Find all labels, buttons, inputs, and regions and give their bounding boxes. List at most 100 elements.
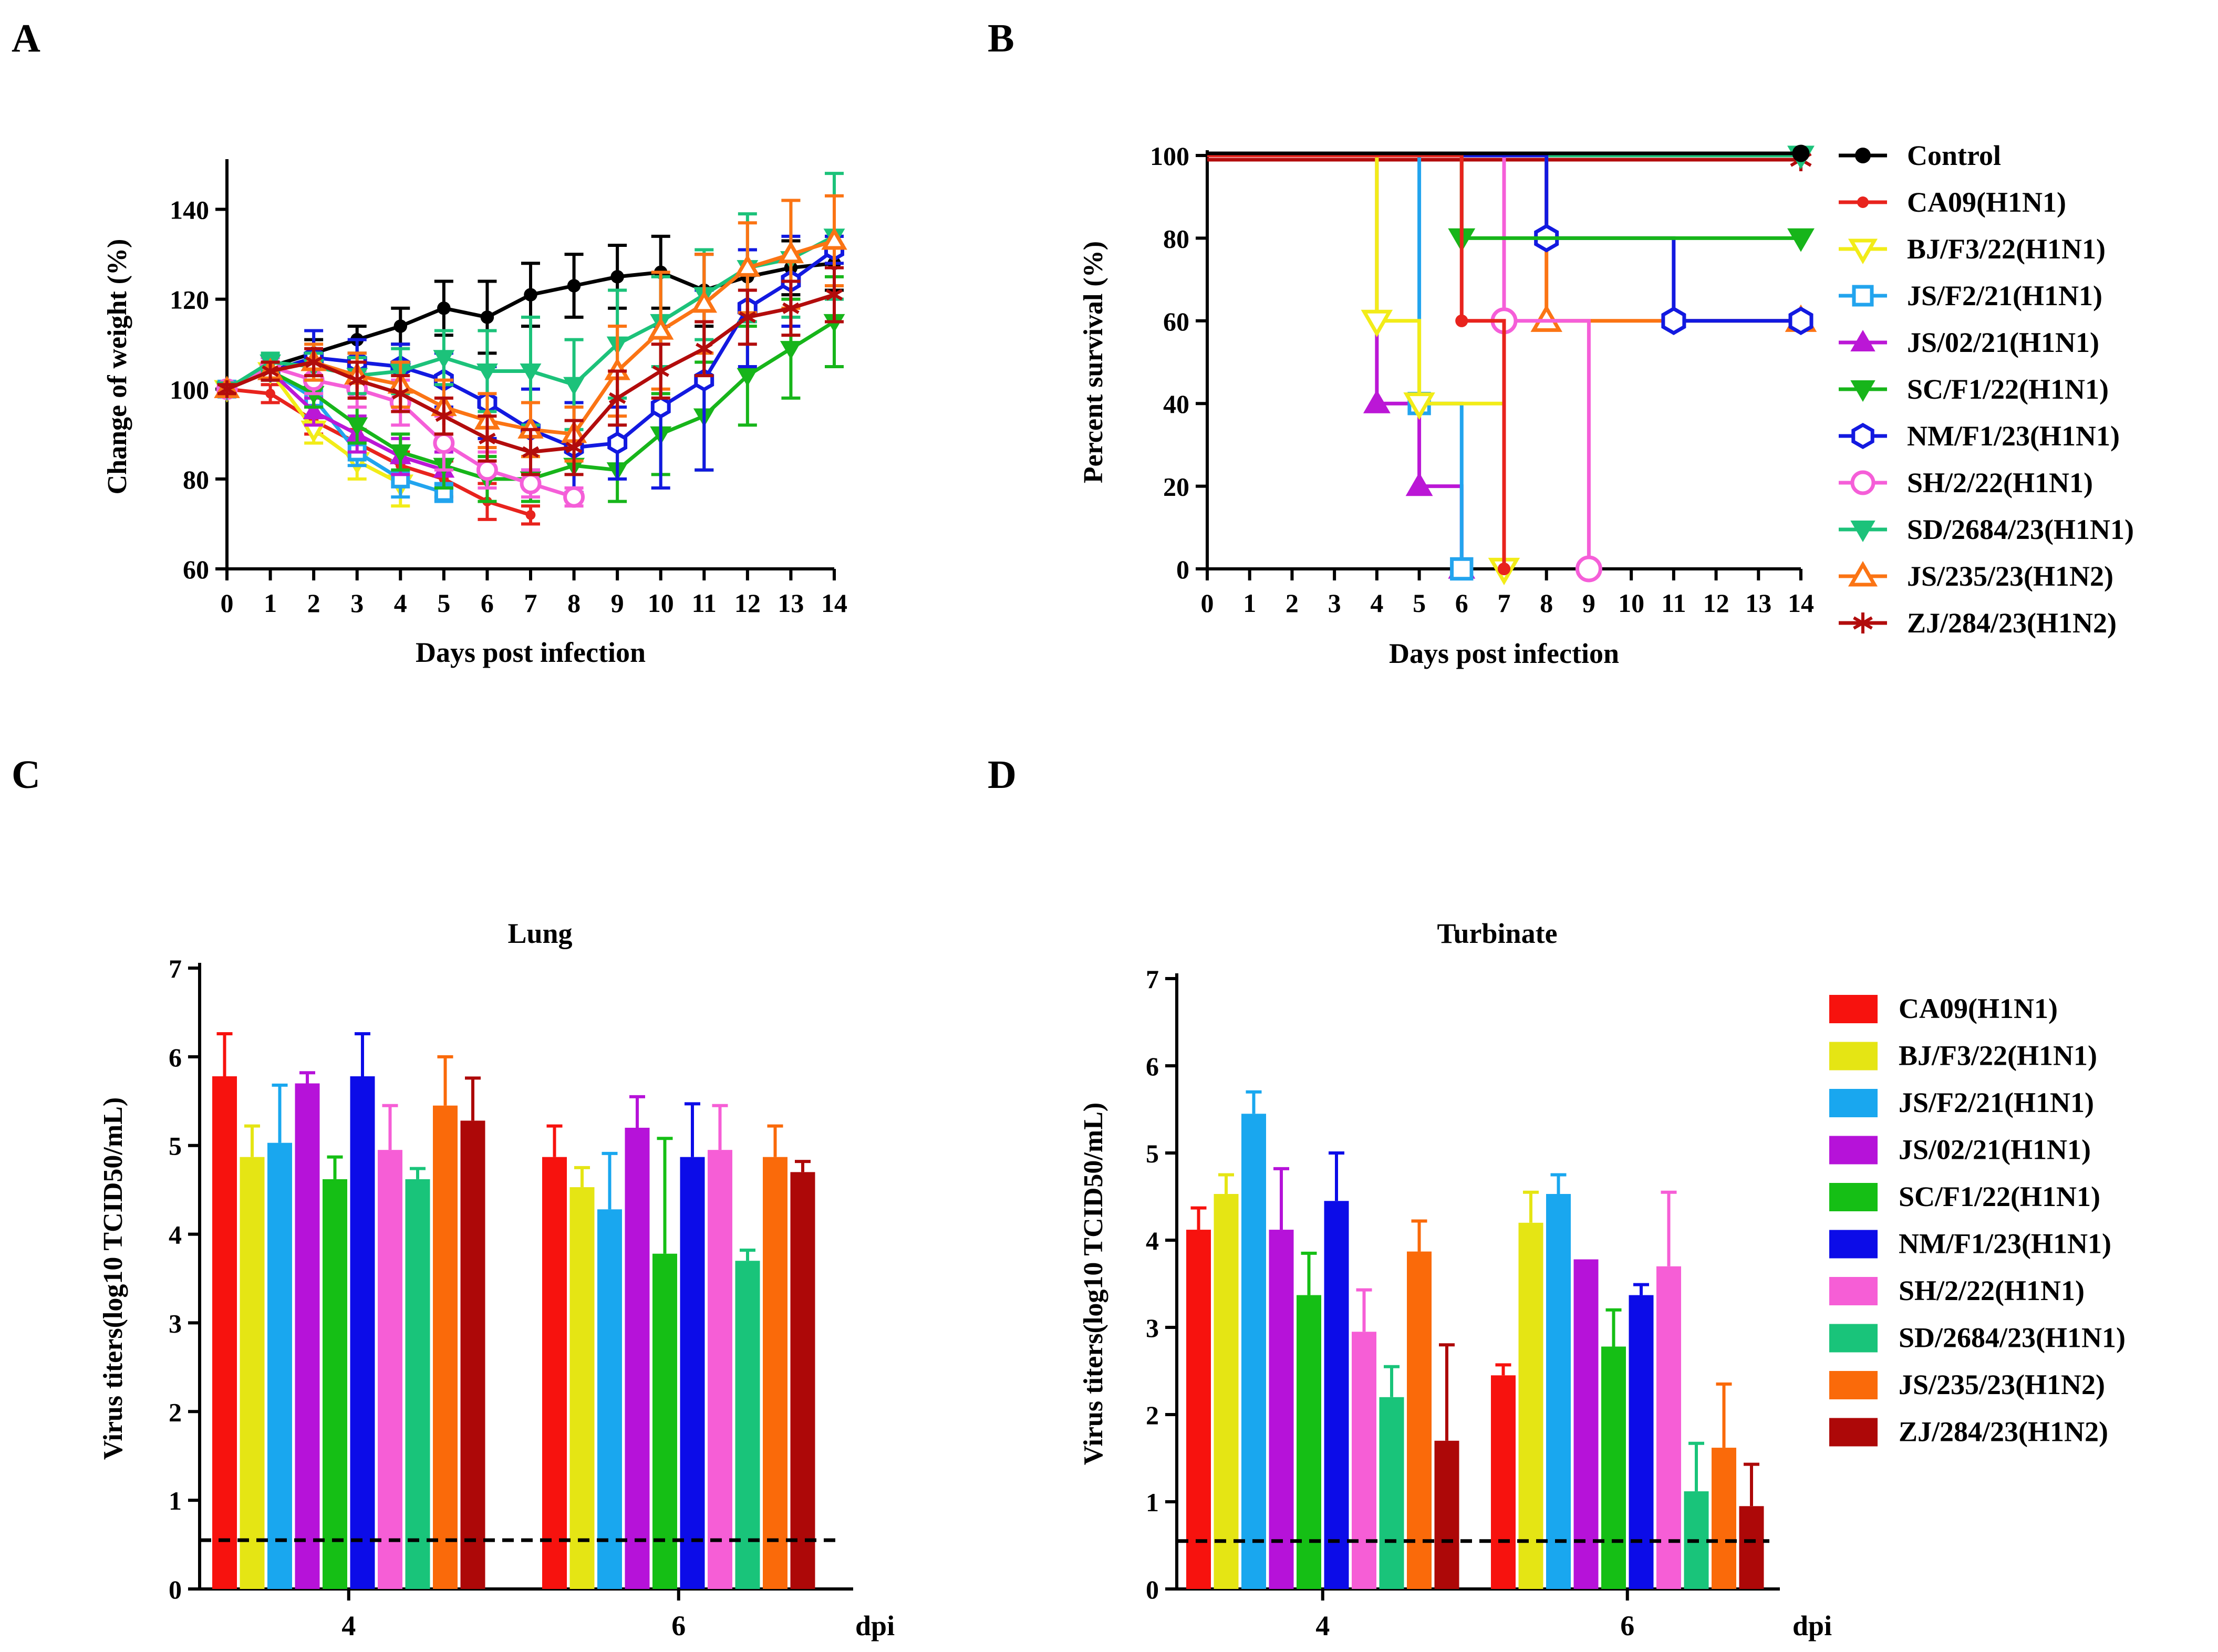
legend-d-item-bj-f3-22-h1n1: BJ/F3/22(H1N1) [1829,1040,2097,1072]
legend-d-swatch-js-235-23-h1n2 [1829,1371,1878,1399]
panel-a-point-zj-284-23-h1n2-6 [479,429,496,448]
panel-b-x-axis-label: Days post infection [1389,638,1619,669]
panel-a-x-tick-label-9: 9 [611,588,624,618]
panel-a-point-sd-2684-23-h1n1-7 [520,363,542,382]
panel-b-x-tick-label-0: 0 [1201,588,1214,618]
panel-b-point-bj-f3-22-h1n1-4-60 [1361,309,1393,337]
panel-c-bar-sh-2-22-h1n1-4 [378,1150,402,1589]
panel-d-bar-js-f2-21-h1n1-4 [1241,1114,1266,1589]
panel-d-title: Turbinate [1437,918,1557,949]
panel-d-bar-js-235-23-h1n2-4 [1407,1251,1432,1589]
panel-c-y-tick-label-0: 0 [169,1575,182,1604]
legend-b-marker-control [1855,148,1871,163]
panel-c-bar-js-235-23-h1n2-6 [763,1157,787,1589]
legend-b-item-sd-2684-23-h1n1: SD/2684/23(H1N1) [1839,514,2134,545]
legend-b-item-js-235-23-h1n2: JS/235/23(H1N2) [1839,560,2113,592]
panel-d-bar-sh-2-22-h1n1-6 [1656,1266,1681,1589]
legend-b-label-nm-f1-23-h1n1: NM/F1/23(H1N1) [1907,420,2120,452]
legend-b-item-bj-f3-22-h1n1: BJ/F3/22(H1N1) [1839,233,2106,265]
panel-b-y-tick-label-100: 100 [1150,141,1189,171]
panel-b-x-tick-label-14: 14 [1788,588,1814,618]
panel-b-series-sc-f1-22-h1n1 [1207,153,1815,252]
legend-d-item-js-235-23-h1n2: JS/235/23(H1N2) [1829,1369,2105,1400]
legend-d-label-js-f2-21-h1n1: JS/F2/21(H1N1) [1899,1087,2094,1118]
panel-a-point-control-6 [480,310,494,324]
legend-b-marker-bj-f3-22-h1n1 [1848,238,1878,264]
panel-d-bar-bj-f3-22-h1n1-6 [1518,1222,1543,1589]
panel-d-bar-nm-f1-23-h1n1-6 [1629,1295,1654,1589]
legend-d-label-sh-2-22-h1n1: SH/2/22(H1N1) [1899,1275,2085,1306]
panel-c-bar-ca09-h1n1-6 [542,1157,567,1589]
legend-d-swatch-sc-f1-22-h1n1 [1829,1183,1878,1211]
panel-a-point-sh-2-22-h1n1-5 [433,432,455,454]
panel-a-point-control-4 [393,319,408,333]
legend-d-label-nm-f1-23-h1n1: NM/F1/23(H1N1) [1899,1228,2111,1260]
panel-d-x-axis-label: dpi [1792,1610,1832,1641]
panel-a-point-sd-2684-23-h1n1-5 [433,350,455,369]
panel-b-y-tick-label-60: 60 [1163,307,1189,336]
panel-d-x-tick-label-4: 4 [1315,1610,1330,1641]
panel-a-series-zj-284-23-h1n2 [217,266,844,476]
panel-d-bar-bj-f3-22-h1n1-4 [1214,1194,1239,1589]
panel-d-y-tick-label-0: 0 [1146,1575,1159,1604]
panel-a-x-tick-label-7: 7 [524,588,537,618]
panel-b-x-tick-label-4: 4 [1370,588,1383,618]
panel-d-y-axis-label: Virus titers(log10 TCID50/mL) [1079,1103,1108,1465]
legend-titers: CA09(H1N1) BJ/F3/22(H1N1) JS/F2/21(H1N1) JS… [1829,993,2126,1448]
panel-b-y-tick-label-40: 40 [1163,389,1189,419]
legend-b-label-js-02-21-h1n1: JS/02/21(H1N1) [1907,327,2099,358]
legend-b-marker-js-02-21-h1n1 [1850,330,1875,351]
panel-c-bar-zj-284-23-h1n2-6 [790,1172,815,1589]
panel-c-lung-chart: Lung 0 1 2 3 4 5 6 7 Virus titers(log10 TCID50/mL… [98,918,895,1641]
panel-c-bar-ca09-h1n1-4 [212,1076,237,1589]
legend-d-swatch-js-02-21-h1n1 [1829,1136,1878,1165]
panel-a-y-tick-label-80: 80 [183,465,209,494]
panel-c-bar-js-02-21-h1n1-6 [625,1127,650,1589]
panel-a-point-ca09-h1n1-1 [265,388,275,399]
panel-b-x-tick-label-7: 7 [1498,588,1511,618]
legend-b-marker-zj-284-23-h1n2 [1853,612,1873,633]
panel-c-bar-nm-f1-23-h1n1-4 [350,1076,375,1589]
panel-d-y-tick-label-2: 2 [1146,1400,1159,1430]
panel-c-bar-bj-f3-22-h1n1-6 [569,1187,595,1589]
panel-d-bar-nm-f1-23-h1n1-4 [1324,1201,1349,1589]
panel-b-point-bj-f3-22-h1n1-5-40 [1403,392,1435,420]
panel-a-point-zj-284-23-h1n2-3 [348,371,366,389]
panel-a-x-tick-label-10: 10 [648,588,674,618]
legend-b-item-js-f2-21-h1n1: JS/F2/21(H1N1) [1839,280,2102,311]
panel-b-point-ca09-h1n1-7-0 [1497,562,1511,576]
panel-a-point-zj-284-23-h1n2-14 [825,286,843,304]
panel-a-point-control-9 [610,270,624,284]
panel-label-d: D [988,753,1017,797]
panel-c-bar-zj-284-23-h1n2-4 [460,1120,485,1589]
legend-b-marker-nm-f1-23-h1n1 [1851,422,1874,450]
panel-c-title: Lung [507,918,572,949]
panel-c-y-tick-label-6: 6 [169,1043,182,1072]
panel-d-bar-ca09-h1n1-6 [1491,1375,1516,1589]
panel-c-bar-js-02-21-h1n1-4 [295,1083,320,1589]
legend-b-label-bj-f3-22-h1n1: BJ/F3/22(H1N1) [1907,233,2106,265]
panel-a-point-sc-f1-22-h1n1-13 [780,341,802,360]
panel-c-bar-sc-f1-22-h1n1-6 [652,1253,677,1589]
panel-b-line-sh-2-22-h1n1 [1207,153,1591,569]
legend-d-swatch-zj-284-23-h1n2 [1829,1418,1878,1447]
legend-d-item-js-02-21-h1n1: JS/02/21(H1N1) [1829,1134,2091,1166]
legend-b-marker-sd-2684-23-h1n1 [1850,521,1875,542]
legend-d-label-zj-284-23-h1n2: ZJ/284/23(H1N2) [1899,1416,2108,1448]
panel-a-x-tick-label-11: 11 [692,588,717,618]
panel-a-point-zj-284-23-h1n2-4 [392,385,409,403]
panel-a-x-tick-label-1: 1 [264,588,277,618]
panel-a-point-sc-f1-22-h1n1-3 [346,417,368,436]
legend-b-item-ca09-h1n1: CA09(H1N1) [1839,186,2066,218]
legend-b-item-js-02-21-h1n1: JS/02/21(H1N1) [1839,327,2099,358]
panel-a-y-tick-label-100: 100 [170,375,209,404]
panel-a-x-tick-label-12: 12 [734,588,761,618]
legend-d-item-nm-f1-23-h1n1: NM/F1/23(H1N1) [1829,1228,2111,1260]
panel-a-point-control-8 [567,279,581,293]
legend-b-item-nm-f1-23-h1n1: NM/F1/23(H1N1) [1839,420,2120,452]
panel-a-point-zj-284-23-h1n2-12 [739,308,756,326]
panel-c-bar-bj-f3-22-h1n1-4 [240,1157,265,1589]
panel-b-x-tick-label-13: 13 [1745,588,1771,618]
panel-d-bar-js-02-21-h1n1-4 [1269,1230,1294,1589]
panel-c-x-tick-label-4: 4 [341,1610,356,1641]
